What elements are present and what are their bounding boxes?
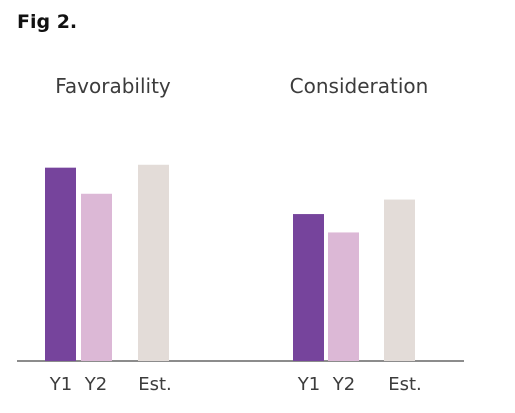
bar-favorability-est [138, 164, 169, 361]
x-tick-label: Y1 [297, 374, 320, 395]
x-tick-label: Est. [138, 374, 172, 395]
x-tick-label: Y2 [84, 374, 107, 395]
bar-consideration-y1 [293, 214, 324, 361]
x-tick-label: Y2 [332, 374, 355, 395]
x-tick-label: Est. [388, 374, 422, 395]
group-title-consideration: Consideration [290, 74, 429, 98]
group-title-favorability: Favorability [55, 74, 171, 98]
bar-favorability-y1 [45, 167, 76, 361]
bar-consideration-est [384, 199, 415, 361]
bars-layer [45, 164, 415, 361]
bar-favorability-y2 [81, 193, 112, 361]
x-tick-label: Y1 [49, 374, 72, 395]
figure-label: Fig 2. [17, 11, 78, 33]
bar-consideration-y2 [328, 232, 359, 361]
